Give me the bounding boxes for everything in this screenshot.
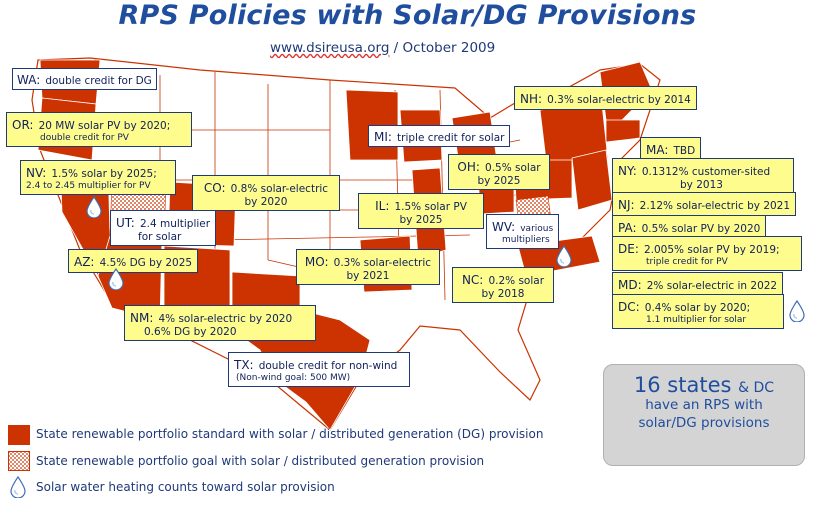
- source-url[interactable]: www.dsireusa.org: [270, 40, 390, 56]
- label-nj: NJ: 2.12% solar-electric by 2021: [612, 192, 797, 217]
- callout-count-line: 16 states & DC: [633, 373, 775, 397]
- map-source: www.dsireusa.org / October 2009: [270, 40, 496, 56]
- summary-callout: 16 states & DC have an RPS with solar/DG…: [603, 364, 805, 466]
- label-md: MD: 2% solar-electric in 2022: [612, 272, 784, 297]
- water-drop-icon-nc: [556, 245, 572, 267]
- label-ut: UT: 2.4 multiplier for solar: [110, 210, 217, 247]
- callout-line-2: have an RPS with: [645, 397, 763, 413]
- map-title: RPS Policies with Solar/DG Provisions: [118, 0, 697, 31]
- label-nm: NM: 4% solar-electric by 2020 0.6% DG by …: [124, 305, 316, 342]
- callout-line-3: solar/DG provisions: [638, 414, 770, 431]
- label-de: DE: 2.005% solar PV by 2019; triple credi…: [612, 236, 802, 271]
- legend-text-goal: State renewable portfolio goal with sola…: [36, 454, 485, 468]
- source-date: October 2009: [402, 40, 496, 56]
- label-ma: MA: TBD: [640, 137, 702, 162]
- label-nc: NC: 0.2% solar by 2018: [452, 267, 554, 304]
- label-tx: TX: double credit for non-wind (Non-wind …: [228, 352, 410, 387]
- label-mi: MI: triple credit for solar: [368, 125, 511, 148]
- water-drop-icon-dc: [789, 300, 805, 322]
- label-pa: PA: 0.5% solar PV by 2020: [612, 215, 767, 240]
- label-nv: NV: 1.5% solar by 2025; 2.4 to 2.45 multi…: [20, 160, 176, 195]
- water-drop-icon-az: [108, 268, 124, 290]
- legend-water-drop-icon: [10, 476, 26, 498]
- state-nj-de-md: [571, 149, 613, 211]
- label-co: CO: 0.8% solar-electric by 2020: [192, 175, 340, 212]
- label-or: OR: 20 MW solar PV by 2020; double credit…: [6, 112, 192, 147]
- water-drop-icon-nv: [86, 196, 102, 218]
- label-dc: DC: 0.4% solar by 2020; 1.1 multiplier fo…: [612, 294, 784, 329]
- legend-text-standard: State renewable portfolio standard with …: [36, 427, 544, 441]
- label-wa: WA: double credit for DG: [12, 68, 157, 91]
- state-ma-ct: [605, 119, 641, 143]
- legend-swatch-goal: [8, 451, 30, 471]
- legend-swatch-standard: [8, 425, 30, 445]
- label-il: IL: 1.5% solar PV by 2025: [358, 193, 484, 230]
- label-az: AZ: 4.5% DG by 2025: [68, 249, 199, 274]
- label-oh: OH: 0.5% solar by 2025: [448, 154, 550, 191]
- label-wv: WV: various multipliers: [486, 214, 560, 249]
- label-mo: MO: 0.3% solar-electric by 2021: [296, 249, 440, 286]
- label-nh: NH: 0.3% solar-electric by 2014: [514, 86, 697, 111]
- label-ny: NY: 0.1312% customer-sited by 2013: [612, 158, 794, 195]
- legend-text-water: Solar water heating counts toward solar …: [36, 480, 335, 494]
